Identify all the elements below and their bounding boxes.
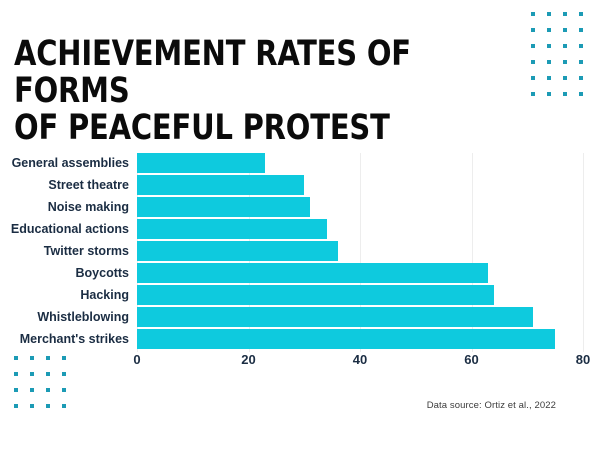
- category-label: Twitter storms: [43, 244, 129, 258]
- plot-area: [137, 153, 584, 352]
- decorative-dot: [46, 356, 50, 360]
- decorative-dot: [30, 372, 34, 376]
- bar: [137, 307, 533, 327]
- category-label: Noise making: [47, 200, 129, 214]
- bar-row: [137, 241, 338, 261]
- decorative-dot: [531, 92, 535, 96]
- category-label: Whistleblowing: [37, 310, 129, 324]
- bar: [137, 197, 310, 217]
- x-tick-label: 80: [575, 352, 591, 367]
- decorative-dot: [30, 356, 34, 360]
- decorative-dot: [46, 404, 50, 408]
- data-source-caption: Data source: Ortiz et al., 2022: [426, 400, 556, 411]
- category-label: Educational actions: [10, 222, 129, 236]
- decorative-dot: [62, 356, 66, 360]
- decorative-dot: [579, 92, 583, 96]
- bar-row: [137, 329, 556, 349]
- decorative-dot: [563, 12, 567, 16]
- decorative-dot: [563, 60, 567, 64]
- decorative-dot: [547, 44, 551, 48]
- decorative-dot: [531, 28, 535, 32]
- decorative-dot: [547, 28, 551, 32]
- category-label: Street theatre: [48, 178, 129, 192]
- decorative-dot: [579, 12, 583, 16]
- decorative-dot: [579, 44, 583, 48]
- decorative-dot: [563, 92, 567, 96]
- decorative-dot: [14, 404, 18, 408]
- decorative-dot: [579, 76, 583, 80]
- gridline: [471, 153, 473, 352]
- decorative-dot: [46, 372, 50, 376]
- decorative-dot: [14, 356, 18, 360]
- bar-row: [137, 263, 489, 283]
- page-title: ACHIEVEMENT RATES OF FORMS OF PEACEFUL P…: [14, 34, 411, 148]
- x-axis-tick-labels: 0 20 40 60 80: [0, 352, 600, 372]
- bar: [137, 329, 556, 349]
- bar-row: [137, 285, 494, 305]
- bar-row: [137, 153, 266, 173]
- decorative-dot: [547, 12, 551, 16]
- bar-chart: 0 20 40 60 80 General assemblies Street theat…: [0, 146, 600, 367]
- decorative-dot: [30, 404, 34, 408]
- decorative-dot: [30, 388, 34, 392]
- decorative-dot: [531, 76, 535, 80]
- bar-row: [137, 175, 305, 195]
- bar-row: [137, 219, 327, 239]
- decorative-dot: [563, 28, 567, 32]
- decorative-dot: [14, 372, 18, 376]
- bar: [137, 241, 338, 261]
- decorative-dot: [62, 388, 66, 392]
- category-label: Merchant's strikes: [19, 332, 129, 346]
- bar: [137, 263, 489, 283]
- bar-row: [137, 307, 533, 327]
- decorative-dot-grid-top-right: [531, 12, 583, 96]
- decorative-dot: [14, 388, 18, 392]
- x-tick-label: 20: [241, 352, 256, 367]
- decorative-dot: [531, 12, 535, 16]
- decorative-dot: [563, 44, 567, 48]
- x-tick-label: 60: [464, 352, 479, 367]
- bar: [137, 175, 305, 195]
- bar-row: [137, 197, 310, 217]
- decorative-dot: [531, 44, 535, 48]
- decorative-dot: [547, 92, 551, 96]
- bar: [137, 285, 494, 305]
- decorative-dot: [62, 404, 66, 408]
- x-tick-label: 0: [133, 352, 141, 367]
- x-tick-label: 40: [352, 352, 368, 367]
- decorative-dot: [547, 76, 551, 80]
- decorative-dot: [579, 60, 583, 64]
- category-label: Boycotts: [75, 266, 129, 280]
- decorative-dot-grid-bottom-left: [14, 356, 66, 408]
- decorative-dot: [563, 76, 567, 80]
- gridline: [583, 153, 584, 352]
- bar: [137, 219, 327, 239]
- decorative-dot: [46, 388, 50, 392]
- category-label: Hacking: [80, 288, 129, 302]
- decorative-dot: [62, 372, 66, 376]
- decorative-dot: [531, 60, 535, 64]
- decorative-dot: [547, 60, 551, 64]
- decorative-dot: [579, 28, 583, 32]
- bar: [137, 153, 266, 173]
- gridline: [360, 153, 361, 352]
- category-label: General assemblies: [11, 156, 129, 170]
